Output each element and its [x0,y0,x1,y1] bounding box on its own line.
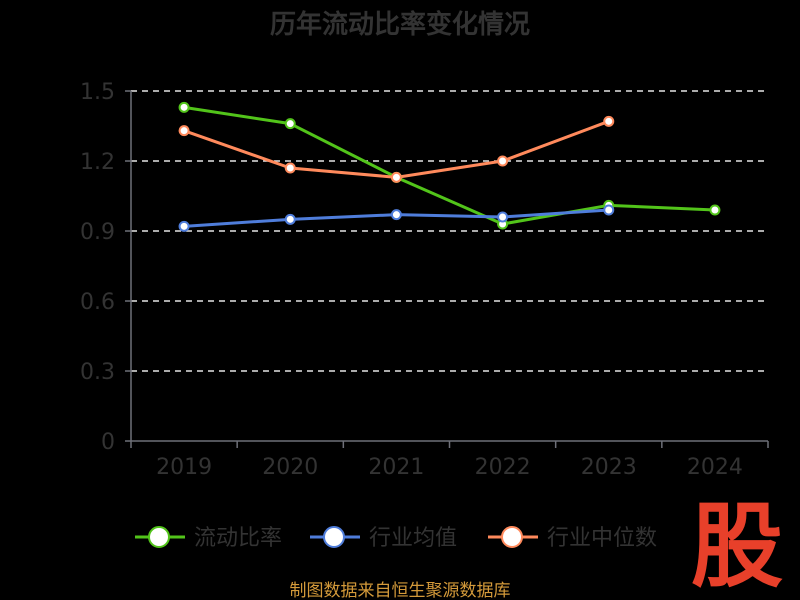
x-tick-label: 2023 [581,455,637,480]
legend-item-0[interactable]: 流动比率 [135,526,282,551]
legend-label: 行业均值 [369,526,457,551]
legend-circle-marker [323,526,345,548]
legend-circle-marker [148,526,170,548]
series-points [178,101,721,232]
data-point[interactable] [284,162,296,174]
y-tick-label: 0.9 [80,220,115,245]
data-point[interactable] [390,209,402,221]
series-line-2 [183,119,610,179]
x-tick-label: 2019 [156,455,212,480]
data-point[interactable] [284,118,296,130]
legend-label: 行业中位数 [547,526,657,551]
legend[interactable]: 流动比率 行业均值 行业中位数 [135,526,657,551]
series-line-0 [183,105,715,226]
legend-circle-marker [501,526,523,548]
y-tick-label: 1.5 [80,80,115,105]
data-point[interactable] [709,204,721,216]
legend-item-1[interactable]: 行业均值 [310,526,457,551]
gridlines [131,90,768,372]
x-tick-label: 2024 [687,455,743,480]
data-point[interactable] [390,171,402,183]
x-tick-label: 2021 [368,455,424,480]
data-point[interactable] [497,155,509,167]
data-point[interactable] [284,213,296,225]
data-point[interactable] [178,101,190,113]
axes: 0 0.3 0.6 0.9 1.2 1.5 2019 2020 2021 2022 2023 2024 [80,80,769,480]
legend-label: 流动比率 [194,526,282,551]
y-tick-label: 0 [101,430,115,455]
data-source-footer: 制图数据来自恒生聚源数据库 [290,581,511,600]
series-lines [183,105,715,228]
y-tick-label: 0.6 [80,290,115,315]
data-point[interactable] [497,211,509,223]
data-point[interactable] [178,125,190,137]
y-tick-label: 1.2 [80,150,115,175]
data-point[interactable] [603,115,615,127]
data-point[interactable] [178,220,190,232]
logo-mark: 股 [691,493,783,600]
x-tick-label: 2020 [262,455,318,480]
legend-item-2[interactable]: 行业中位数 [488,526,657,551]
data-point[interactable] [603,204,615,216]
y-tick-label: 0.3 [80,360,115,385]
chart-title: 历年流动比率变化情况 [270,9,530,40]
x-tick-label: 2022 [475,455,531,480]
